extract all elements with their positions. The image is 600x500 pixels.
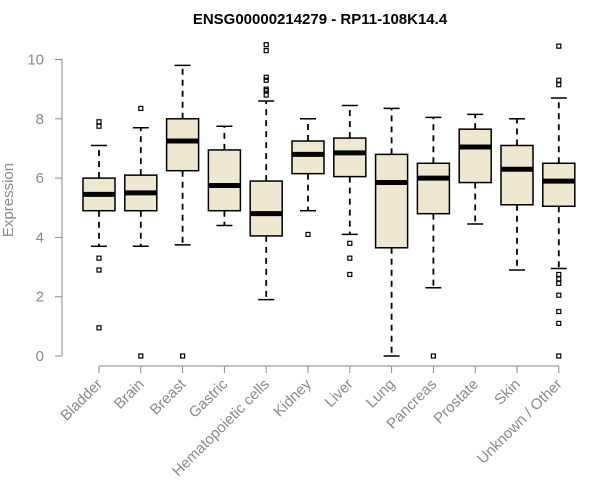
outlier-point [263,86,269,92]
outlier-point [96,255,102,261]
x-tick-label: Liver [322,376,357,411]
outlier-point [96,325,102,331]
outlier-point [263,77,269,83]
box-liver [333,104,367,278]
box-brain [124,105,158,359]
outlier-point [96,123,102,129]
x-tick-label: Prostate [430,376,482,428]
y-tick-label: 10 [27,52,44,69]
y-tick-label: 4 [36,229,44,246]
outlier-point [96,119,102,125]
y-tick-label: 2 [36,289,44,306]
outlier-point [263,74,269,80]
box-hematopoietic-cells [249,42,283,301]
chart-title: ENSG00000214279 - RP11-108K14.4 [193,11,448,28]
y-tick-label: 6 [36,170,44,187]
box-unknown-other [542,43,576,359]
outlier-point [96,267,102,273]
iqr-box [207,149,242,212]
box-skin [500,118,534,271]
outlier-point [347,240,353,246]
iqr-box [165,118,200,172]
box-kidney [291,118,325,238]
outlier-point [556,276,562,282]
iqr-box [249,180,283,237]
outlier-point [556,43,562,49]
outlier-point [556,308,562,315]
outlier-point [556,271,562,278]
box-breast [165,64,200,359]
x-tick-label: Kidney [270,375,315,420]
outlier-point [347,271,353,278]
x-tick-label: Lung [363,376,399,412]
y-axis-label: Expression [0,163,17,237]
iqr-box [374,153,409,249]
x-tick-label: Breast [147,375,190,418]
y-tick-label: 0 [36,348,44,365]
box-series [82,42,576,359]
outlier-point [180,353,186,359]
box-bladder [82,119,116,331]
outlier-point [556,320,562,326]
iqr-box [333,137,367,178]
outlier-point [263,48,269,54]
iqr-box [458,128,492,184]
outlier-point [430,353,436,359]
y-tick-label: 8 [36,111,44,128]
outlier-point [556,353,562,359]
iqr-box [500,144,534,206]
outlier-point [556,292,562,298]
outlier-point [347,255,353,261]
y-axis: 0 2 4 6 8 10 [27,52,63,365]
outlier-point [138,353,144,359]
outlier-point [138,105,144,112]
box-prostate [458,113,492,225]
outlier-point [556,280,562,286]
outlier-point [305,231,311,238]
iqr-box [291,140,325,175]
box-pancreas [416,116,451,359]
outlier-point [556,77,562,83]
x-tick-label: Brain [111,376,148,413]
outlier-point [263,92,269,98]
box-gastric [207,125,242,227]
outlier-point [263,42,269,48]
iqr-box [542,162,576,208]
iqr-box [416,162,451,215]
x-tick-label: Skin [491,376,524,409]
box-lung [374,107,409,357]
x-tick-label: Bladder [57,376,106,425]
outlier-point [556,82,562,88]
